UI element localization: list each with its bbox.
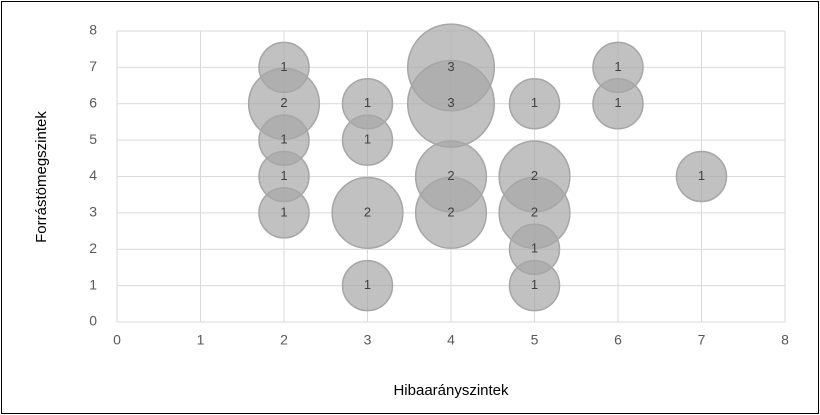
bubble [508, 78, 561, 130]
y-tick-label: 4 [89, 167, 97, 183]
data-label: 1 [531, 95, 538, 110]
bubble [675, 150, 728, 203]
data-label: 1 [614, 59, 621, 74]
bubble [414, 176, 488, 249]
data-label: 1 [364, 95, 371, 110]
x-tick-label: 0 [113, 332, 121, 348]
x-tick-label: 1 [197, 332, 205, 348]
data-label: 1 [364, 277, 371, 292]
data-label: 2 [280, 95, 287, 110]
x-tick-label: 4 [447, 332, 455, 348]
data-label: 1 [280, 204, 287, 219]
bubble [341, 114, 394, 166]
bubble [258, 187, 310, 239]
y-tick-label: 3 [89, 204, 97, 220]
x-tick-label: 2 [280, 332, 288, 348]
data-label: 2 [531, 168, 538, 183]
data-label: 1 [698, 168, 705, 183]
y-tick-label: 7 [89, 58, 97, 74]
bubble [592, 78, 644, 130]
data-label: 2 [364, 204, 371, 219]
x-tick-label: 5 [531, 332, 539, 348]
y-axis-title: Forrástömegszintek [33, 111, 50, 243]
bubble [508, 259, 561, 312]
y-tick-label: 6 [89, 94, 97, 110]
y-tick-label: 5 [89, 131, 97, 147]
x-tick-label: 3 [364, 332, 372, 348]
x-tick-label: 8 [781, 332, 789, 348]
data-label: 3 [447, 59, 454, 74]
y-tick-label: 0 [89, 313, 97, 329]
y-tick-label: 1 [89, 276, 97, 292]
y-tick-label: 8 [89, 22, 97, 38]
data-label: 1 [280, 132, 287, 147]
x-tick-label: 7 [698, 332, 706, 348]
x-tick-label: 6 [614, 332, 622, 348]
x-axis-title: Hibaarányszintek [393, 382, 509, 399]
data-label: 1 [280, 59, 287, 74]
data-label: 2 [447, 204, 454, 219]
bubble [341, 259, 394, 312]
bubble [331, 176, 404, 249]
data-label: 2 [447, 168, 454, 183]
y-tick-label: 2 [89, 240, 97, 256]
data-label: 1 [280, 168, 287, 183]
data-label: 1 [614, 95, 621, 110]
data-label: 2 [531, 204, 538, 219]
data-label: 1 [364, 132, 371, 147]
data-label: 1 [531, 241, 538, 256]
data-label: 1 [531, 277, 538, 292]
data-label: 3 [447, 95, 454, 110]
